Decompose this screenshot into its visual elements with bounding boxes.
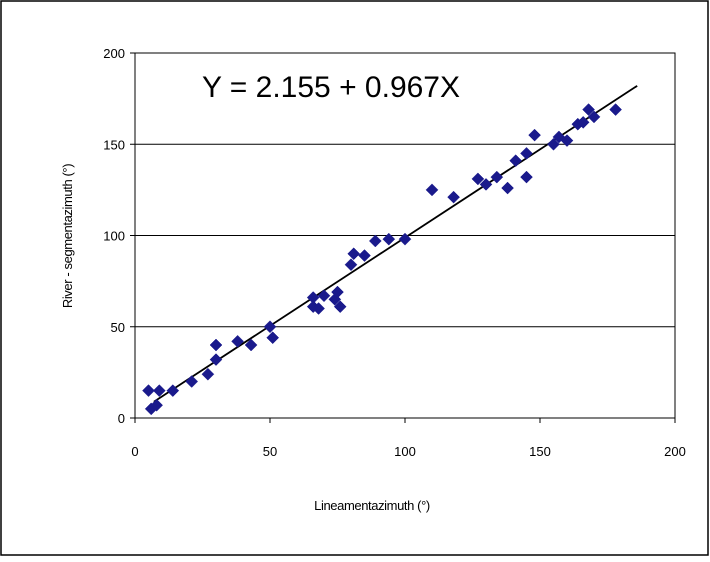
data-point xyxy=(560,134,574,147)
data-point xyxy=(587,110,601,124)
data-point xyxy=(382,232,396,246)
data-point xyxy=(209,338,223,352)
data-point xyxy=(609,103,622,116)
data-point xyxy=(152,384,166,397)
data-point xyxy=(201,367,215,381)
data-points xyxy=(142,103,622,416)
y-tick-label: 100 xyxy=(103,229,125,244)
data-point xyxy=(582,103,595,116)
data-point xyxy=(150,398,163,412)
data-point xyxy=(398,232,412,246)
y-tick-label: 200 xyxy=(103,46,125,61)
y-tick-label: 150 xyxy=(103,137,125,152)
y-tick-label: 50 xyxy=(111,320,125,335)
data-point xyxy=(166,384,180,397)
data-point xyxy=(368,234,382,248)
x-axis-title: Lineamentazimuth (°) xyxy=(314,498,430,513)
x-tick-label: 150 xyxy=(529,444,551,459)
data-point xyxy=(576,115,590,129)
data-point xyxy=(333,300,347,314)
data-point xyxy=(520,170,533,184)
data-point xyxy=(479,178,493,191)
data-point xyxy=(331,285,344,299)
data-point xyxy=(185,375,199,388)
x-tick-label: 0 xyxy=(131,444,138,459)
regression-equation: Y = 2.155 + 0.967X xyxy=(202,71,460,104)
data-point xyxy=(425,183,439,197)
data-point xyxy=(142,384,155,397)
data-point xyxy=(490,170,504,184)
data-point xyxy=(347,247,361,261)
data-point xyxy=(209,353,223,366)
data-point xyxy=(244,338,258,352)
data-point xyxy=(520,147,533,160)
x-tick-label: 50 xyxy=(263,444,277,459)
data-point xyxy=(344,258,358,272)
data-point xyxy=(358,249,371,262)
data-point xyxy=(547,137,560,151)
x-tick-label: 100 xyxy=(394,444,416,459)
y-tick-labels: 0 50 100 150 200 xyxy=(103,46,135,426)
x-tick-label: 200 xyxy=(664,444,686,459)
data-point xyxy=(447,190,460,204)
y-axis-title: River - segmentazimuth (°) xyxy=(60,164,75,308)
data-point xyxy=(471,172,485,186)
data-point xyxy=(266,331,280,345)
data-point xyxy=(528,128,541,142)
data-point xyxy=(263,320,277,334)
x-tick-labels: 0 50 100 150 200 xyxy=(131,418,686,459)
data-point xyxy=(509,154,523,168)
data-point xyxy=(231,334,244,348)
data-point xyxy=(312,302,325,315)
data-point xyxy=(501,181,514,195)
data-point xyxy=(317,289,331,303)
y-tick-label: 0 xyxy=(118,411,125,426)
